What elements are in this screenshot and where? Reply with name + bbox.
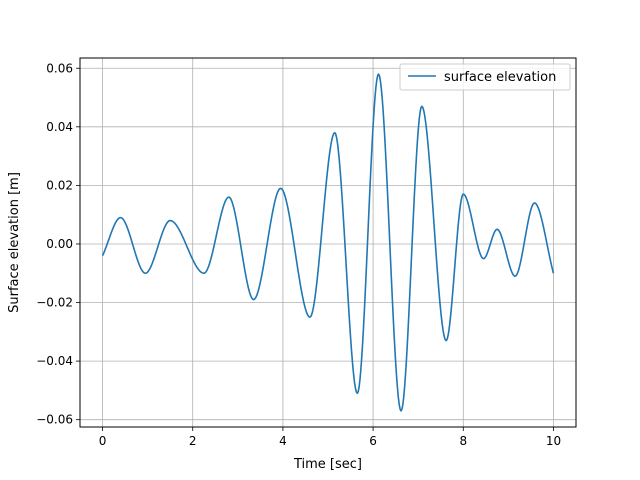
legend-label: surface elevation	[444, 70, 556, 85]
y-axis: −0.06 −0.04 −0.02 0.00 0.02 0.04 0.06	[36, 61, 80, 427]
x-axis: 0 2 4 6 8 10	[99, 427, 561, 448]
y-tick-label: 0.02	[46, 178, 73, 192]
x-tick-label: 8	[459, 434, 467, 448]
y-tick-label: −0.02	[36, 296, 73, 310]
series-line	[101, 73, 555, 412]
grid	[80, 58, 576, 427]
legend: surface elevation	[399, 63, 571, 91]
x-tick-label: 0	[99, 434, 107, 448]
x-axis-label: Time [sec]	[293, 457, 362, 472]
y-axis-label: Surface elevation [m]	[7, 172, 22, 313]
legend-box	[399, 63, 571, 91]
x-tick-label: 6	[369, 434, 377, 448]
x-tick-label: 10	[546, 434, 561, 448]
y-tick-label: 0.00	[46, 237, 73, 251]
y-tick-label: −0.06	[36, 413, 73, 427]
plot-frame	[79, 57, 577, 428]
x-tick-label: 4	[279, 434, 287, 448]
y-tick-label: 0.06	[46, 61, 73, 75]
y-tick-label: −0.04	[36, 354, 73, 368]
x-tick-label: 2	[189, 434, 197, 448]
y-tick-label: 0.04	[46, 120, 73, 134]
series-layer	[101, 73, 555, 412]
